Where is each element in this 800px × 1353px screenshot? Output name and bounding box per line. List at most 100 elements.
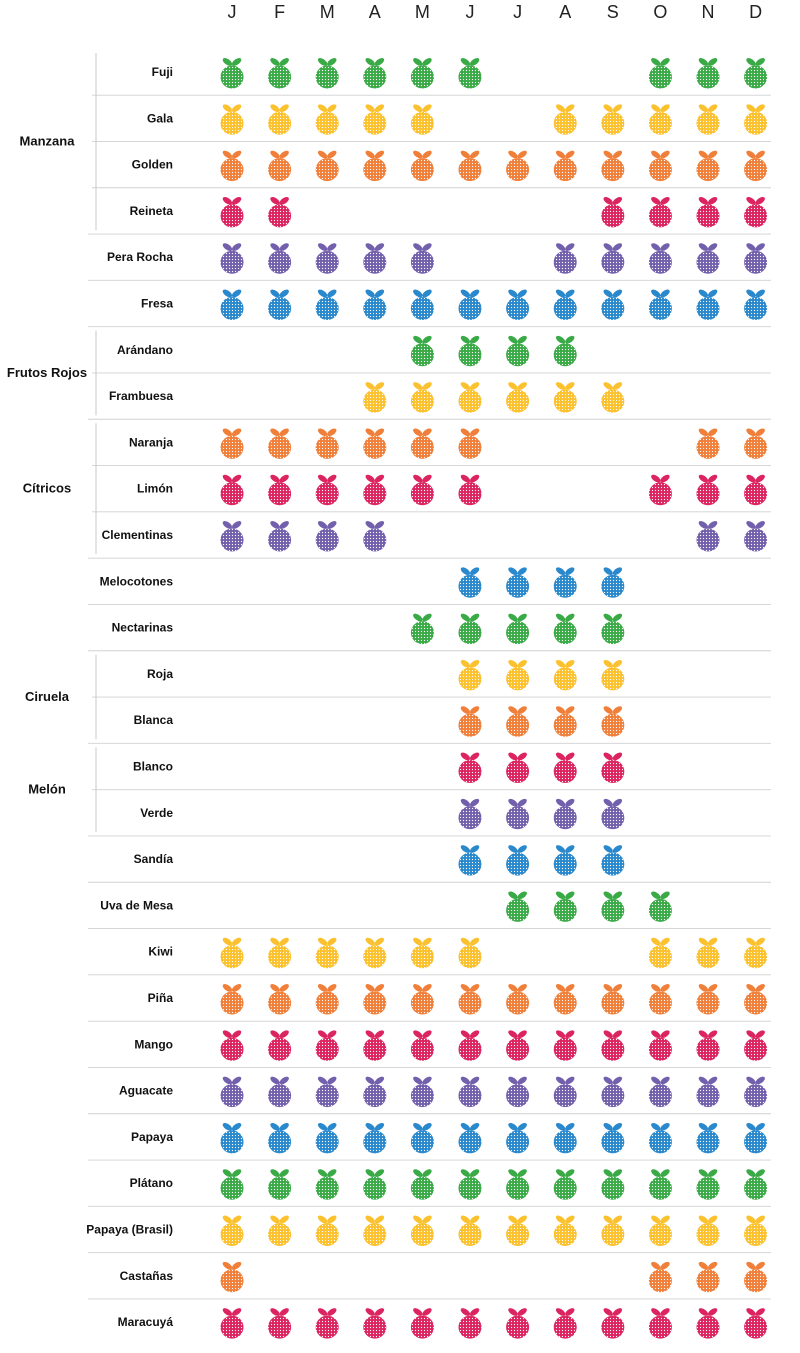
fruit-mark [744,937,768,969]
fruit-mark [363,521,387,552]
fruit-mark [506,613,530,645]
fruit-mark [268,150,292,182]
fruit-mark [363,150,387,182]
fruit-mark [268,1169,292,1200]
fruit-mark [744,289,768,320]
row-label: Melocotones [100,574,174,588]
fruit-mark [458,382,482,413]
fruit-mark [744,104,768,135]
fruit-mark [696,1030,720,1061]
fruit-mark [696,58,720,89]
fruit-mark [696,937,720,969]
row-label: Verde [140,806,173,820]
fruit-mark [601,1169,625,1200]
fruit-mark [268,937,292,969]
fruit-mark [696,1308,720,1339]
row-label: Mango [134,1037,173,1051]
fruit-mark [363,937,387,969]
fruit-mark [696,474,720,506]
fruit-mark [268,474,292,506]
fruit-mark [458,58,482,89]
fruit-mark [553,706,577,737]
fruit-mark [506,706,530,737]
fruit-mark [744,1169,768,1200]
fruit-mark [696,289,720,320]
fruit-mark [696,1215,720,1246]
fruit-mark [458,937,482,969]
fruit-mark [410,335,434,367]
fruit-mark [458,1308,482,1339]
row-label: Blanco [133,760,173,774]
row-label: Nectarinas [112,621,174,635]
fruit-mark [696,150,720,182]
fruit-mark [458,567,482,598]
fruit-mark [553,567,577,598]
fruit-mark [458,289,482,320]
fruit-mark [553,150,577,182]
fruit-mark [601,1215,625,1246]
row-label: Frambuesa [109,389,173,403]
fruit-mark [363,58,387,89]
fruit-mark [268,1215,292,1246]
fruit-mark [553,891,577,922]
fruit-mark [696,1076,720,1108]
fruit-mark [648,104,672,135]
fruit-mark [220,289,244,320]
fruit-mark [458,150,482,182]
fruit-mark [744,1076,768,1108]
fruit-mark [648,1169,672,1200]
row-label: Castañas [120,1269,174,1283]
fruit-mark [648,984,672,1015]
fruit-mark [696,104,720,135]
fruit-mark [220,1308,244,1339]
fruit-mark [744,243,768,274]
fruit-mark [268,196,292,228]
month-label: J [513,2,522,22]
fruit-mark [506,150,530,182]
fruit-mark [410,474,434,506]
fruit-mark [315,1030,339,1061]
fruit-mark [315,1215,339,1246]
fruit-mark [506,335,530,367]
fruit-mark [696,243,720,274]
fruit-mark [506,984,530,1015]
fruit-mark [315,1076,339,1108]
fruit-mark [696,1169,720,1200]
fruit-mark [553,845,577,876]
fruit-mark [648,1030,672,1061]
month-label: O [653,2,667,22]
fruit-mark [268,243,292,274]
fruit-mark [220,474,244,506]
row-label: Piña [148,991,174,1005]
fruit-mark [220,1261,244,1293]
fruit-mark [696,984,720,1015]
fruit-mark [601,1076,625,1108]
fruit-mark [506,1215,530,1246]
row-label: Blanca [134,713,174,727]
fruit-mark [410,104,434,135]
fruit-mark [268,428,292,459]
fruit-mark [410,58,434,89]
fruit-mark [506,382,530,413]
fruit-mark [458,1030,482,1061]
month-label: D [749,2,762,22]
fruit-mark [268,58,292,89]
month-label: A [369,2,381,22]
fruit-mark [220,521,244,552]
group-label: Melón [28,782,66,797]
fruit-mark [553,1308,577,1339]
fruit-mark [553,1215,577,1246]
fruit-mark [458,474,482,506]
fruit-mark [744,521,768,552]
fruit-mark [648,1308,672,1339]
fruit-mark [553,104,577,135]
fruit-mark [601,752,625,783]
fruit-mark [553,243,577,274]
fruit-mark [744,58,768,89]
fruit-mark [601,984,625,1015]
fruit-mark [458,1122,482,1154]
row-label: Papaya [131,1130,173,1144]
month-label: F [274,2,285,22]
fruit-mark [744,474,768,506]
fruit-mark [506,289,530,320]
